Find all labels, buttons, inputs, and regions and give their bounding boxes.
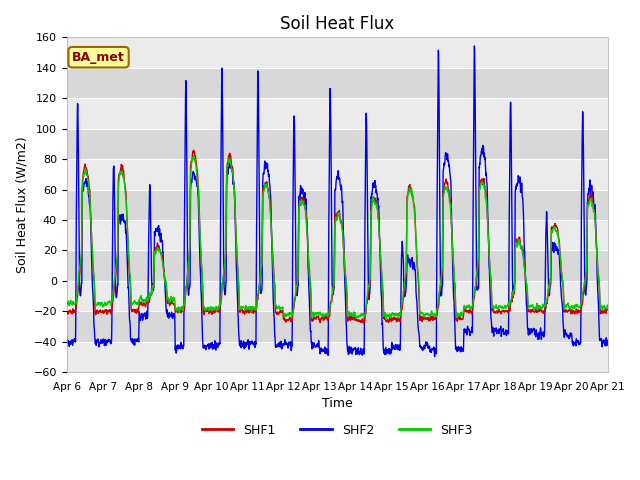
Legend: SHF1, SHF2, SHF3: SHF1, SHF2, SHF3 — [196, 419, 477, 442]
Bar — [67, 68, 608, 98]
Title: Soil Heat Flux: Soil Heat Flux — [280, 15, 394, 33]
X-axis label: Time: Time — [322, 397, 353, 410]
Text: BA_met: BA_met — [72, 51, 125, 64]
Bar — [67, 129, 608, 159]
Bar — [67, 159, 608, 190]
Bar — [67, 312, 608, 342]
Bar — [67, 251, 608, 281]
Bar — [67, 220, 608, 251]
Bar — [67, 98, 608, 129]
Bar — [67, 37, 608, 68]
Y-axis label: Soil Heat Flux (W/m2): Soil Heat Flux (W/m2) — [15, 136, 28, 273]
Bar — [67, 342, 608, 372]
Bar — [67, 190, 608, 220]
Bar — [67, 281, 608, 312]
